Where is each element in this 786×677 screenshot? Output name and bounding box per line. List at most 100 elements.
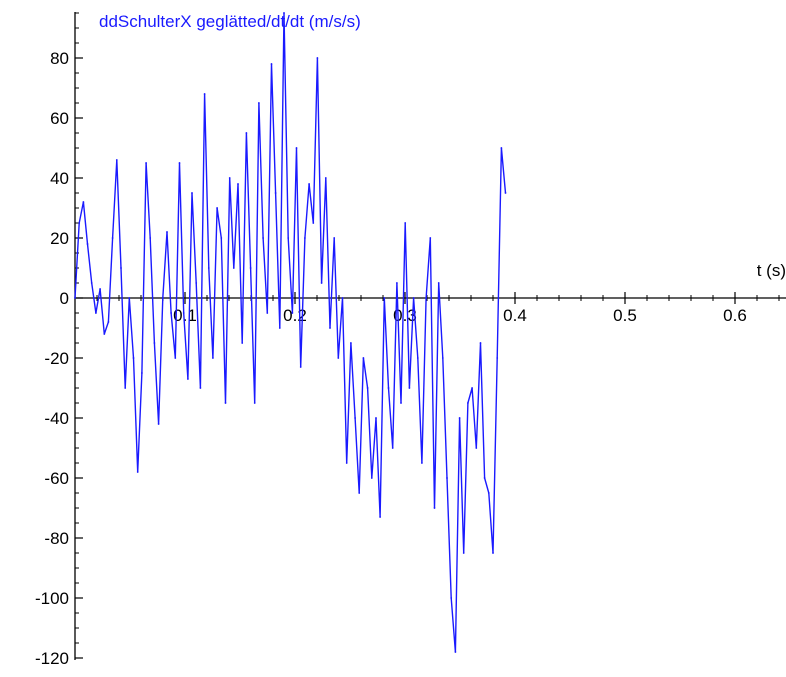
series-label: ddSchulterX geglätted/dt/dt (m/s/s) bbox=[99, 12, 361, 31]
data-point bbox=[166, 231, 168, 233]
x-tick-label: 0.4 bbox=[503, 306, 527, 325]
y-tick-label: -100 bbox=[35, 589, 69, 608]
data-point bbox=[182, 312, 185, 314]
data-point bbox=[241, 342, 244, 344]
y-ticks: -120 -100 -80 -60 -40 -20 0 20 40 60 80 bbox=[35, 49, 83, 668]
data-point bbox=[379, 516, 381, 518]
data-point bbox=[274, 192, 277, 194]
x-tick-label: 0.5 bbox=[613, 306, 637, 325]
data-point bbox=[412, 297, 415, 299]
data-point bbox=[366, 387, 369, 389]
data-point bbox=[149, 237, 152, 239]
series-points bbox=[74, 12, 507, 653]
data-point bbox=[504, 192, 507, 194]
data-point bbox=[266, 312, 269, 314]
data-point bbox=[270, 63, 273, 65]
data-point bbox=[354, 417, 356, 419]
data-point bbox=[107, 321, 110, 323]
data-point bbox=[228, 177, 231, 179]
data-point bbox=[128, 297, 131, 299]
data-point bbox=[178, 162, 181, 164]
data-point bbox=[316, 57, 319, 59]
data-point bbox=[124, 387, 127, 389]
data-point bbox=[191, 192, 193, 194]
data-point bbox=[362, 357, 365, 359]
data-point bbox=[446, 477, 448, 479]
data-point bbox=[220, 237, 223, 239]
data-point bbox=[99, 288, 101, 290]
data-point bbox=[387, 387, 390, 389]
data-point bbox=[370, 477, 373, 479]
y-tick-label: 20 bbox=[50, 229, 69, 248]
data-point bbox=[187, 378, 189, 380]
data-point bbox=[483, 477, 486, 479]
data-point bbox=[425, 297, 427, 299]
y-tick-label: -20 bbox=[44, 349, 69, 368]
data-point bbox=[82, 201, 85, 203]
y-tick-label: 60 bbox=[50, 109, 69, 128]
data-point bbox=[400, 402, 402, 404]
data-point bbox=[408, 387, 411, 389]
data-point bbox=[441, 357, 444, 359]
data-point bbox=[496, 357, 499, 359]
data-point bbox=[299, 366, 302, 368]
data-point bbox=[245, 132, 248, 134]
data-point bbox=[136, 471, 139, 473]
y-tick-label: -60 bbox=[44, 469, 69, 488]
data-point bbox=[462, 552, 465, 554]
data-point bbox=[141, 372, 143, 374]
data-point bbox=[262, 237, 264, 239]
data-point bbox=[207, 267, 210, 269]
data-point bbox=[237, 183, 239, 185]
data-point bbox=[333, 237, 336, 239]
x-ticks: 0.1 0.2 0.3 0.4 0.5 0.6 bbox=[173, 292, 747, 325]
data-point bbox=[287, 237, 290, 239]
data-point bbox=[145, 162, 148, 164]
data-point bbox=[450, 597, 453, 599]
data-point bbox=[487, 492, 490, 494]
data-point bbox=[396, 282, 398, 284]
data-point bbox=[153, 342, 156, 344]
data-point bbox=[232, 267, 235, 269]
data-point bbox=[283, 12, 285, 14]
data-point bbox=[324, 177, 327, 179]
data-point bbox=[329, 327, 331, 329]
data-point bbox=[120, 267, 122, 269]
data-point bbox=[312, 222, 315, 224]
series-layer bbox=[74, 12, 507, 653]
data-point bbox=[467, 402, 469, 404]
data-point bbox=[479, 342, 482, 344]
data-point bbox=[475, 447, 478, 449]
data-point bbox=[170, 312, 173, 314]
data-point bbox=[258, 102, 260, 104]
data-point bbox=[195, 282, 198, 284]
data-point bbox=[295, 147, 298, 149]
data-point bbox=[90, 282, 93, 284]
y-tick-label: -40 bbox=[44, 409, 69, 428]
data-point bbox=[383, 297, 386, 299]
data-point bbox=[492, 552, 494, 554]
data-point bbox=[500, 147, 503, 149]
data-point bbox=[161, 297, 164, 299]
data-point bbox=[454, 651, 457, 653]
data-point bbox=[458, 417, 461, 419]
data-point bbox=[253, 402, 256, 404]
data-point bbox=[95, 312, 97, 314]
data-point bbox=[375, 417, 377, 419]
x-tick-label: 0.1 bbox=[173, 306, 197, 325]
y-tick-label: -80 bbox=[44, 529, 69, 548]
data-point bbox=[174, 357, 177, 359]
data-point bbox=[350, 342, 352, 344]
x-tick-label: 0.2 bbox=[283, 306, 307, 325]
series-line bbox=[74, 12, 507, 653]
data-point bbox=[416, 357, 419, 359]
x-tick-label: 0.3 bbox=[393, 306, 417, 325]
data-point bbox=[429, 237, 432, 239]
y-tick-label: 40 bbox=[50, 169, 69, 188]
x-axis-label: t (s) bbox=[757, 261, 786, 280]
data-point bbox=[249, 267, 252, 269]
data-point bbox=[115, 159, 118, 161]
data-point bbox=[304, 237, 306, 239]
